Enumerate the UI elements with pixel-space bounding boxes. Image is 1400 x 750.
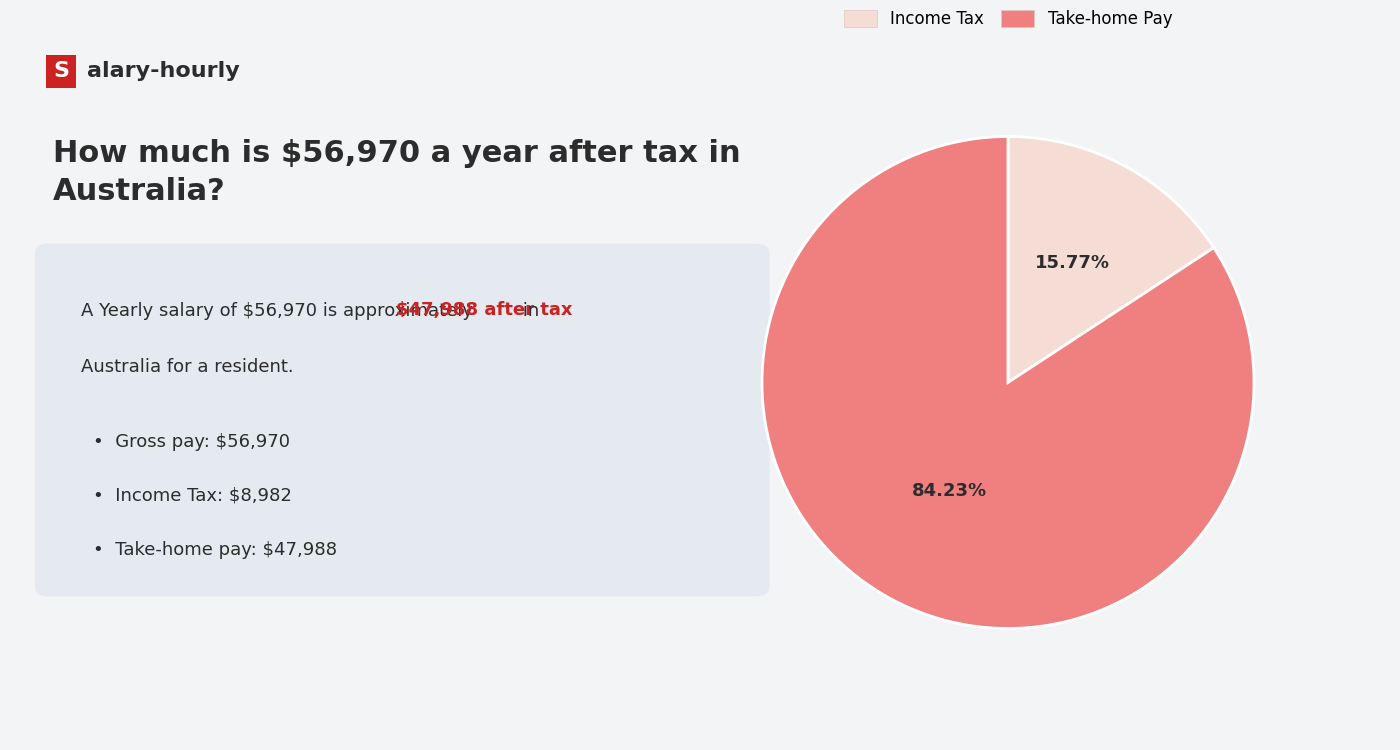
Text: Australia for a resident.: Australia for a resident. [81,358,294,376]
Text: •  Income Tax: $8,982: • Income Tax: $8,982 [94,487,293,505]
Legend: Income Tax, Take-home Pay: Income Tax, Take-home Pay [837,4,1179,35]
Text: S: S [53,62,69,81]
Text: $47,988 after tax: $47,988 after tax [396,302,573,320]
Text: How much is $56,970 a year after tax in
Australia?: How much is $56,970 a year after tax in … [53,139,741,206]
Text: alary-hourly: alary-hourly [87,62,239,81]
Text: 84.23%: 84.23% [911,482,987,500]
Text: A Yearly salary of $56,970 is approximately: A Yearly salary of $56,970 is approximat… [81,302,479,320]
FancyBboxPatch shape [35,244,770,596]
Text: in: in [517,302,539,320]
Text: •  Gross pay: $56,970: • Gross pay: $56,970 [94,433,290,451]
Wedge shape [1008,136,1214,382]
Text: 15.77%: 15.77% [1035,254,1110,272]
Text: •  Take-home pay: $47,988: • Take-home pay: $47,988 [94,541,337,559]
Wedge shape [762,136,1254,628]
